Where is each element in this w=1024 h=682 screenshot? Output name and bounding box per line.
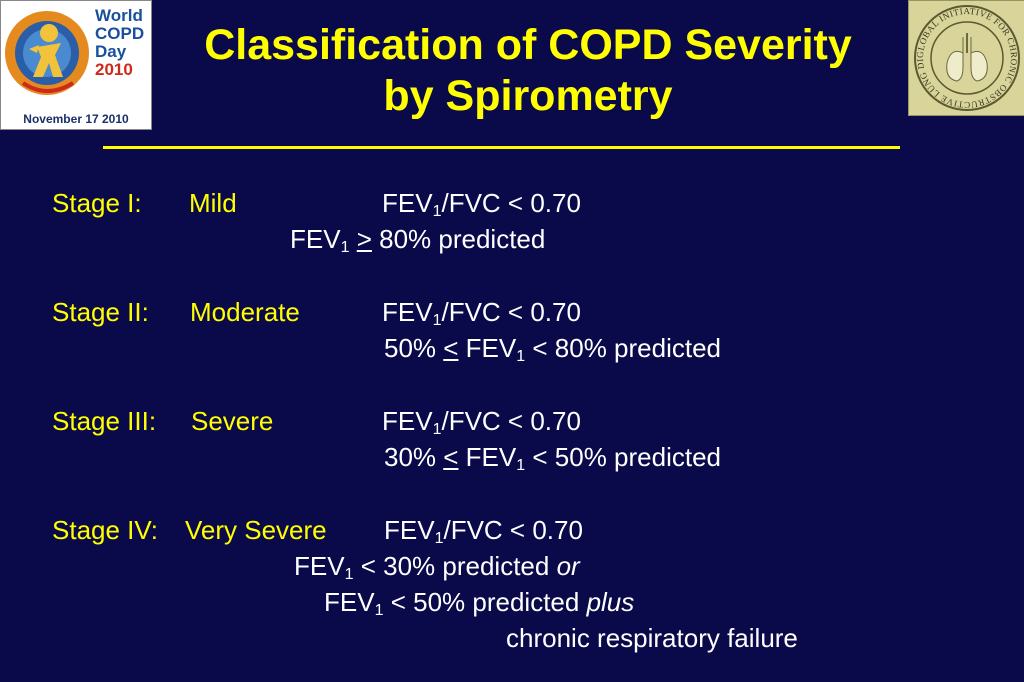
world-copd-day-logo: World COPD Day 2010 November 17 2010: [0, 0, 152, 130]
stage-3-fev1-criterion: 30% < FEV1 < 50% predicted: [384, 442, 722, 474]
stage-1-fev1-criterion: FEV1 > 80% predicted: [290, 224, 546, 256]
stage-1-ratio: FEV1/FVC < 0.70: [382, 188, 581, 220]
stage-1-label: Stage I:: [52, 188, 142, 218]
logo-line-day: Day: [95, 42, 127, 61]
logo-date: November 17 2010: [23, 112, 129, 126]
copd-day-emblem-icon: [5, 11, 89, 95]
title-underline-divider: [103, 146, 900, 149]
title-line-2: by Spirometry: [383, 72, 673, 120]
stage-4-label: Stage IV:: [52, 515, 158, 545]
gold-seal-logo: GLOBAL INITIATIVE FOR CHRONIC OBSTRUCTIV…: [906, 0, 1024, 116]
stage-3-severity: Severe: [191, 406, 274, 436]
stage-2-fev1-criterion: 50% < FEV1 < 80% predicted: [384, 333, 722, 365]
stage-2-label: Stage II:: [52, 297, 149, 327]
stage-2-severity: Moderate: [190, 297, 300, 327]
logo-line-copd: COPD: [95, 24, 145, 43]
logo-year: 2010: [95, 60, 133, 79]
stage-4-respiratory-failure: chronic respiratory failure: [506, 623, 798, 653]
title-line-1: Classification of COPD Severity: [204, 21, 852, 69]
page-title: Classification of COPD Severity by Spiro…: [150, 20, 906, 122]
stage-3-ratio: FEV1/FVC < 0.70: [382, 406, 581, 438]
lungs-seal-icon: GLOBAL INITIATIVE FOR CHRONIC OBSTRUCTIV…: [906, 0, 1020, 111]
stage-4-ratio: FEV1/FVC < 0.70: [384, 515, 583, 547]
stage-2-ratio: FEV1/FVC < 0.70: [382, 297, 581, 329]
stage-1-severity: Mild: [189, 188, 237, 218]
stage-4-severity: Very Severe: [185, 515, 327, 545]
logo-text: World COPD Day 2010: [95, 7, 151, 79]
stage-3-label: Stage III:: [52, 406, 157, 436]
stage-4-fev1-under-30: FEV1 < 30% predicted or: [294, 551, 580, 583]
stage-4-fev1-under-50: FEV1 < 50% predicted plus: [324, 587, 635, 619]
logo-line-world: World: [95, 6, 143, 25]
